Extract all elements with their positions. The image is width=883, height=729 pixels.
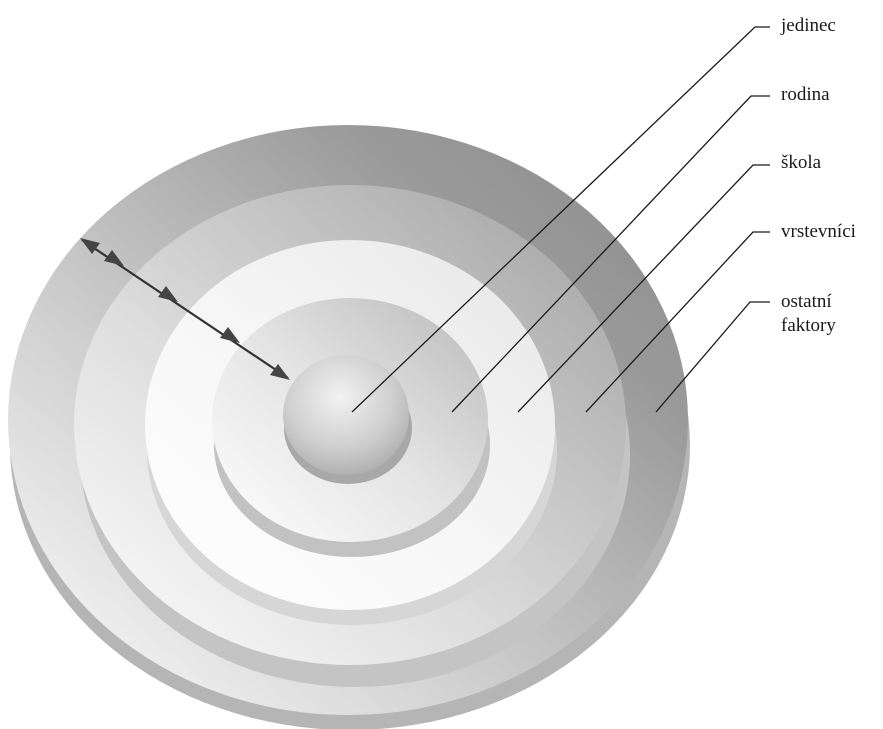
label-ostatni-faktory: ostatní faktory <box>781 290 836 338</box>
center-jedinec <box>283 355 412 484</box>
leader-line-skola <box>517 164 770 413</box>
triangle-arrowhead-icon <box>158 286 178 302</box>
triangle-arrowhead-icon <box>80 238 100 254</box>
triangle-arrowhead-icon <box>220 327 240 343</box>
leader-line-jedinec <box>351 26 770 413</box>
label-jedinec: jedinec <box>781 15 836 36</box>
label-vrstevnici: vrstevníci <box>781 221 856 242</box>
label-rodina: rodina <box>781 84 830 105</box>
leader-lines <box>351 26 770 413</box>
leader-line-ostatni <box>655 301 770 413</box>
leader-line-vrstevnici <box>585 231 770 413</box>
label-ostatni-line-1: ostatní <box>781 291 832 312</box>
triangle-arrowhead-icon <box>270 364 290 380</box>
triangle-arrowhead-icon <box>104 250 124 266</box>
label-ostatni-line-2: faktory <box>781 315 836 336</box>
influence-arrow <box>80 238 290 380</box>
leader-line-rodina <box>451 95 770 413</box>
label-skola: škola <box>781 152 822 173</box>
